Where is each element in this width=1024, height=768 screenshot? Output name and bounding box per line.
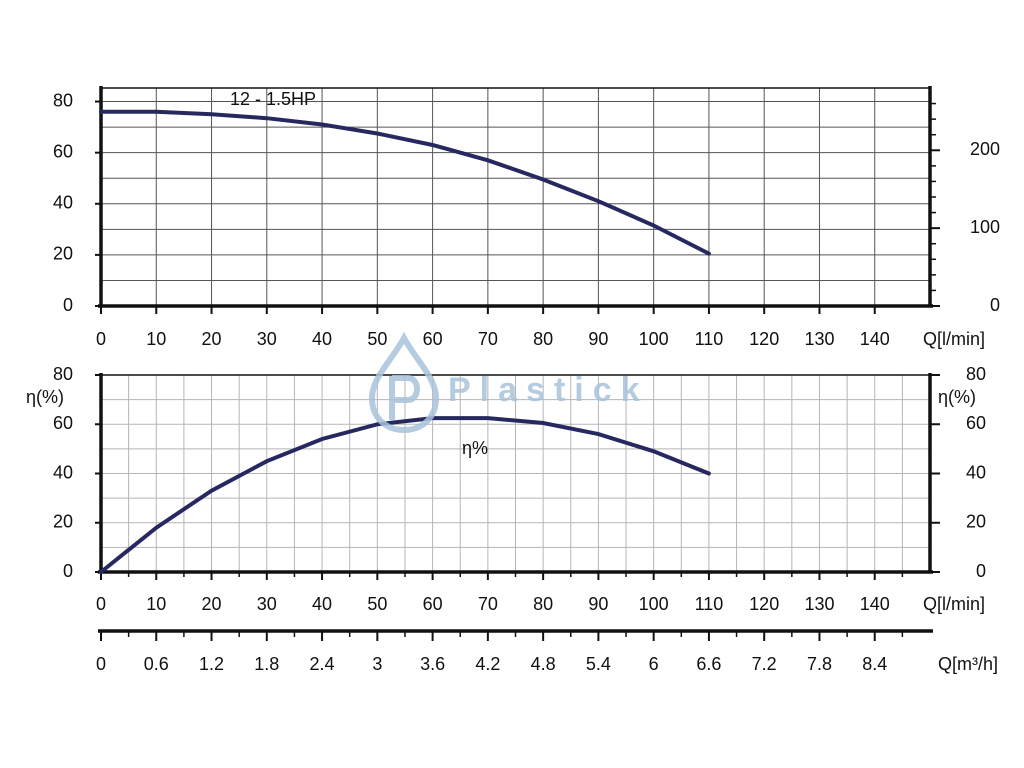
- series-line: [99, 416, 711, 574]
- watermark: Plastick: [368, 331, 649, 434]
- x-tick-label: 3.6: [420, 654, 445, 674]
- y-tick-label: 80: [53, 90, 73, 110]
- x-tick-label: 50: [367, 594, 387, 614]
- x-tick-label: 70: [478, 594, 498, 614]
- x-tick-label: 120: [749, 594, 779, 614]
- x-tick-label: 10: [146, 594, 166, 614]
- y2-tick-label: 200: [970, 139, 1000, 159]
- y2-tick-label: 100: [970, 217, 1000, 237]
- x-tick-label: 50: [367, 329, 387, 349]
- x-tick-label: 140: [860, 594, 890, 614]
- x-tick-label: 1.8: [254, 654, 279, 674]
- x-tick-label: 130: [804, 594, 834, 614]
- x-tick-label: 0: [96, 329, 106, 349]
- series-label: η%: [462, 438, 488, 458]
- x-tick-label: 7.8: [807, 654, 832, 674]
- x-tick-label: 10: [146, 329, 166, 349]
- y2-tick-label: 0: [990, 295, 1000, 315]
- x-axis-label: Q[m³/h]: [938, 654, 998, 674]
- x-tick-label: 100: [639, 594, 669, 614]
- y-tick-label: 60: [53, 413, 73, 433]
- x-tick-label: 110: [695, 329, 724, 349]
- x-tick-label: 40: [312, 594, 332, 614]
- x-tick-label: 30: [257, 594, 277, 614]
- y-tick-label: 40: [53, 193, 73, 213]
- x-tick-label: 0.6: [144, 654, 169, 674]
- x-tick-label: 60: [423, 594, 443, 614]
- y-tick-label: 60: [53, 141, 73, 161]
- x-tick-label: 0: [96, 654, 106, 674]
- y2-tick-label: 0: [976, 561, 986, 581]
- watermark-drop: [368, 331, 440, 434]
- y-tick-label: 80: [53, 364, 73, 384]
- x-axis-label: Q[l/min]: [923, 594, 985, 614]
- y-tick-label: 40: [53, 462, 73, 482]
- series-line: [99, 109, 711, 256]
- y2-tick-label: 60: [966, 413, 986, 433]
- y-axis-label: η(%): [26, 387, 64, 407]
- y2-axis-label: η(%): [938, 387, 976, 407]
- x-tick-label: 130: [804, 329, 834, 349]
- x-tick-label: 100: [639, 329, 669, 349]
- x-tick-label: 2.4: [310, 654, 335, 674]
- x-tick-label: 7.2: [752, 654, 777, 674]
- x-tick-label: 90: [588, 594, 608, 614]
- x-tick-label: 4.8: [531, 654, 556, 674]
- x-axis-label: Q[l/min]: [923, 329, 985, 349]
- x-tick-label: 6.6: [696, 654, 721, 674]
- x-tick-label: 5.4: [586, 654, 611, 674]
- x-tick-label: 40: [312, 329, 332, 349]
- y-tick-label: 20: [53, 512, 73, 532]
- y2-tick-label: 40: [966, 462, 986, 482]
- x-tick-label: 30: [257, 329, 277, 349]
- x-tick-label: 60: [423, 329, 443, 349]
- x-tick-label: 1.2: [199, 654, 224, 674]
- x-tick-label: 80: [533, 329, 553, 349]
- x-tick-label: 90: [588, 329, 608, 349]
- x-tick-label: 20: [202, 329, 222, 349]
- watermark-text: Plastick: [448, 371, 649, 409]
- y-tick-label: 20: [53, 244, 73, 264]
- x-tick-label: 140: [860, 329, 890, 349]
- y-tick-label: 0: [63, 561, 73, 581]
- x-tick-label: 8.4: [862, 654, 887, 674]
- x-tick-label: 3: [372, 654, 382, 674]
- x-tick-label: 120: [749, 329, 779, 349]
- x-tick-label: 80: [533, 594, 553, 614]
- x-tick-label: 20: [202, 594, 222, 614]
- y-tick-label: 0: [63, 295, 73, 315]
- x-tick-label: 70: [478, 329, 498, 349]
- watermark-p: [389, 375, 420, 420]
- x-tick-label: 4.2: [475, 654, 500, 674]
- x-tick-label: 110: [695, 594, 724, 614]
- y2-tick-label: 20: [966, 512, 986, 532]
- series-label: 12 - 1.5HP: [230, 89, 316, 109]
- x-tick-label: 0: [96, 594, 106, 614]
- y2-tick-label: 80: [966, 364, 986, 384]
- x-tick-label: 6: [649, 654, 659, 674]
